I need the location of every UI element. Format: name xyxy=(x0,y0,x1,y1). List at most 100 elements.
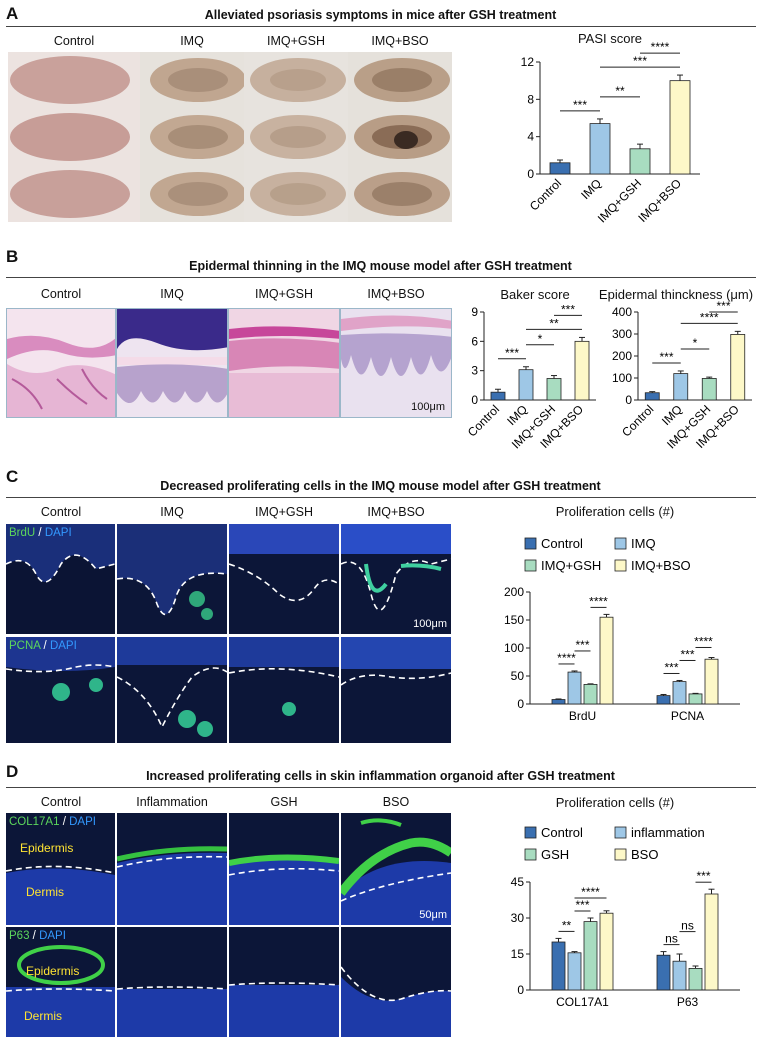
x-tick-label: IMQ xyxy=(578,176,604,202)
brdu-scale-bar-label: 100μm xyxy=(413,618,447,630)
panel-c-title: Decreased proliferating cells in the IMQ… xyxy=(160,479,601,493)
he-tile-imq-bso: 100μm xyxy=(340,308,452,418)
pcna-tile-imq-gsh xyxy=(229,637,339,743)
panel-b-col-control: Control xyxy=(40,287,82,301)
brdu-stain-label: BrdU / DAPI xyxy=(9,527,72,539)
bar-IMQ-PCNA xyxy=(672,681,687,705)
y-tick-label: 0 xyxy=(527,167,534,181)
p63-stain-label: P63 / DAPI xyxy=(9,930,66,942)
thickness-chart-title: Epidermal thinckness (μm) xyxy=(598,287,754,302)
panel-b-letter: B xyxy=(6,247,19,266)
bar-IMQ xyxy=(518,369,534,401)
bar-IMQ+GSH xyxy=(701,378,717,401)
bar-IMQ xyxy=(673,373,689,401)
bar-IMQ xyxy=(589,123,611,175)
y-tick-label: 200 xyxy=(612,349,632,363)
pcna-tile-imq-bso xyxy=(341,637,451,743)
legend-swatch xyxy=(524,559,537,572)
legend-swatch xyxy=(524,848,537,861)
panel-b-title: Epidermal thinning in the IMQ mouse mode… xyxy=(189,259,572,273)
y-tick-label: 6 xyxy=(471,334,478,348)
y-tick-label: 8 xyxy=(527,92,534,106)
bar-BSO-COL17A1 xyxy=(599,912,614,991)
pasi-chart-title: PASI score xyxy=(577,31,643,46)
y-tick-label: 300 xyxy=(612,327,632,341)
bar-Control-COL17A1 xyxy=(551,941,566,991)
significance-label: **** xyxy=(651,40,670,54)
he-tile-imq-gsh xyxy=(228,308,340,418)
y-tick-label: 0 xyxy=(625,393,632,407)
y-tick-label: 50 xyxy=(511,669,525,683)
bar-IMQ+BSO xyxy=(669,80,691,175)
significance-label: *** xyxy=(633,54,647,68)
x-tick-label: IMQ+GSH xyxy=(595,176,644,225)
legend-label: BSO xyxy=(631,847,658,862)
y-tick-label: 30 xyxy=(511,911,525,925)
col17a1-tile-gsh xyxy=(229,813,339,925)
x-tick-label: IMQ+BSO xyxy=(635,176,684,225)
significance-label: *** xyxy=(561,302,575,316)
col17a1-tile-control: COL17A1 / DAPI Epidermis Dermis xyxy=(6,813,115,925)
significance-label: **** xyxy=(589,594,608,608)
x-tick-label: COL17A1 xyxy=(556,995,609,1009)
panel-b-col-imq-bso: IMQ+BSO xyxy=(367,287,425,301)
bar-IMQ+BSO-BrdU xyxy=(599,616,614,705)
significance-label: *** xyxy=(575,638,589,652)
he-scale-bar-label: 100μm xyxy=(411,401,445,413)
significance-label: *** xyxy=(575,898,589,912)
p63-epidermis-label: Epidermis xyxy=(26,964,80,978)
panel-d-title: Increased proliferating cells in skin in… xyxy=(146,769,615,783)
y-tick-label: 0 xyxy=(471,393,478,407)
panel-a-title: Alleviated psoriasis symptoms in mice af… xyxy=(204,8,557,22)
x-tick-label: Control xyxy=(465,402,502,439)
legend-swatch xyxy=(614,848,627,861)
prolif-c-chart: Control IMQ IMQ+GSH IMQ+BSO 0 50 100 150 200 BrdU… xyxy=(504,536,740,723)
legend-label: Control xyxy=(541,825,583,840)
y-tick-label: 150 xyxy=(504,613,524,627)
panel-b-rule xyxy=(6,277,756,278)
x-tick-label: P63 xyxy=(677,995,699,1009)
significance-label: ** xyxy=(615,84,625,98)
significance-label: *** xyxy=(716,300,730,313)
panel-c-col-control: Control xyxy=(40,505,82,519)
y-tick-label: 9 xyxy=(471,305,478,319)
x-tick-label: BrdU xyxy=(569,709,596,723)
legend-label: Control xyxy=(541,536,583,551)
legend-swatch xyxy=(614,826,627,839)
panel-a-col-imq-gsh: IMQ+GSH xyxy=(267,34,325,48)
col17a1-dermis-label: Dermis xyxy=(26,885,64,899)
panel-a-col-imq: IMQ xyxy=(180,34,204,48)
bar-IMQ+GSH xyxy=(629,148,651,175)
panel-c-rule xyxy=(6,497,756,498)
p63-tile-bso xyxy=(341,927,451,1037)
bar-IMQ+GSH-PCNA xyxy=(688,693,703,705)
legend-label: inflammation xyxy=(631,825,705,840)
mouse-photo-control xyxy=(8,52,140,222)
bar-inflammation-P63 xyxy=(672,960,687,991)
panel-c-letter: C xyxy=(6,467,19,486)
col17a1-stain-label: COL17A1 / DAPI xyxy=(9,816,96,828)
legend-swatch xyxy=(524,537,537,550)
panel-c-col-imq-bso: IMQ+BSO xyxy=(367,505,425,519)
mouse-photo-imq xyxy=(140,52,244,222)
panel-a-rule xyxy=(6,26,756,27)
legend-swatch xyxy=(524,826,537,839)
bar-IMQ+BSO xyxy=(730,334,746,401)
bar-GSH-P63 xyxy=(688,967,703,991)
y-tick-label: 0 xyxy=(517,697,524,711)
col17a1-tile-bso: 50μm xyxy=(341,813,451,925)
prolif-c-chart-title: Proliferation cells (#) xyxy=(555,504,675,519)
y-tick-label: 3 xyxy=(471,364,478,378)
y-tick-label: 4 xyxy=(527,130,534,144)
bar-IMQ+BSO-PCNA xyxy=(704,658,719,705)
significance-label: * xyxy=(693,336,698,350)
y-tick-label: 12 xyxy=(521,55,535,69)
significance-label: *** xyxy=(573,98,587,112)
y-tick-label: 0 xyxy=(517,983,524,997)
bar-Control xyxy=(644,392,660,401)
he-tile-imq xyxy=(116,308,228,418)
legend-label: GSH xyxy=(541,847,569,862)
significance-label: ns xyxy=(681,919,694,933)
